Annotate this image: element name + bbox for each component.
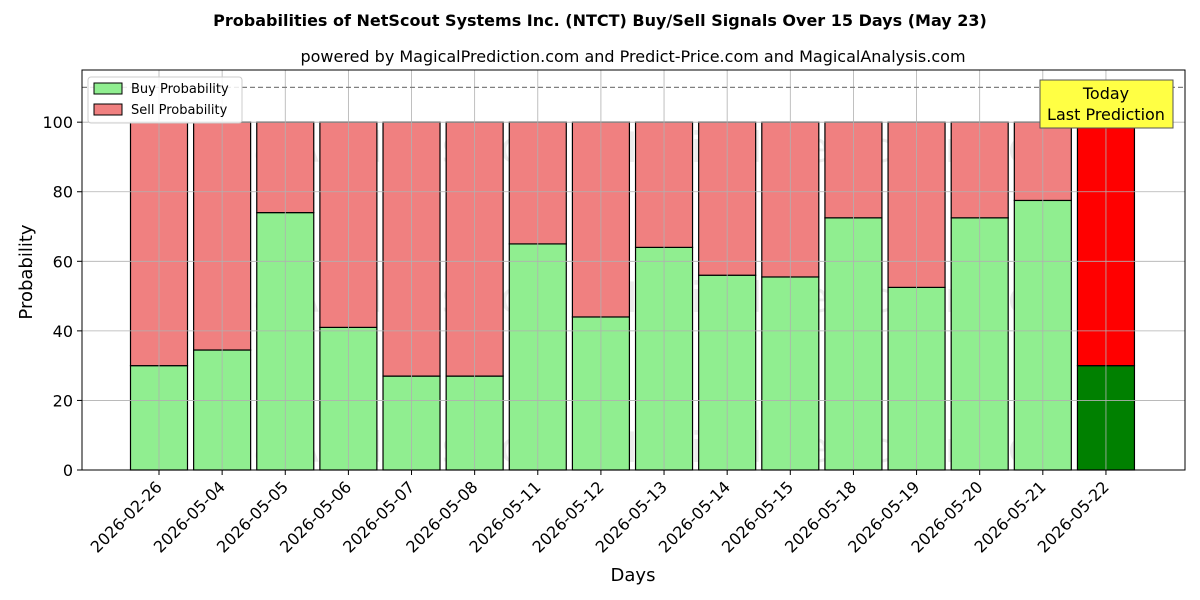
annotation-text: Today [1082,84,1129,103]
legend-swatch [93,82,123,95]
y-tick-label: 0 [63,461,73,480]
today-annotation: Today Last Prediction [1039,79,1174,129]
annotation-text: Last Prediction [1047,105,1165,124]
axes-frame [81,69,1186,471]
y-tick-label: 80 [53,183,73,202]
legend: Buy Probability Sell Probability [87,76,243,124]
chart-subtitle: powered by MagicalPrediction.com and Pre… [300,47,965,66]
legend-label: Sell Probability [131,103,228,118]
plot-area: MagicalAnalysis.comMagicalPrediction.com… [42,69,1186,557]
legend-box [87,76,243,124]
x-axis-label: Days [611,565,656,586]
legend-label: Buy Probability [131,82,229,97]
y-tick-label: 40 [53,322,73,341]
y-axis-label: Probability [16,224,37,319]
y-tick-label: 100 [42,113,73,132]
y-tick-label: 20 [53,391,73,410]
annotation-box [1039,79,1174,129]
legend-swatch [93,103,123,116]
chart-title: Probabilities of NetScout Systems Inc. (… [213,11,987,30]
y-tick-label: 60 [53,252,73,271]
